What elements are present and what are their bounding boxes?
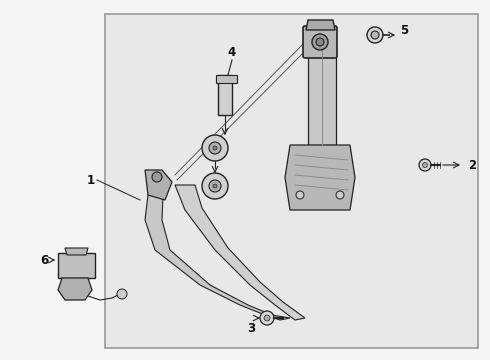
- Polygon shape: [145, 170, 172, 200]
- Text: 2: 2: [468, 158, 476, 171]
- FancyBboxPatch shape: [303, 26, 337, 58]
- Circle shape: [209, 142, 221, 154]
- Circle shape: [419, 159, 431, 171]
- Circle shape: [367, 27, 383, 43]
- Circle shape: [264, 315, 270, 321]
- Circle shape: [213, 146, 217, 150]
- Circle shape: [260, 311, 274, 325]
- Polygon shape: [145, 195, 290, 320]
- Polygon shape: [65, 248, 88, 255]
- Polygon shape: [216, 75, 237, 83]
- Bar: [105, 14, 478, 348]
- Text: 3: 3: [247, 321, 255, 334]
- Polygon shape: [58, 253, 95, 278]
- Circle shape: [316, 38, 324, 46]
- Circle shape: [202, 173, 228, 199]
- Text: 5: 5: [400, 23, 408, 36]
- Circle shape: [152, 172, 162, 182]
- Polygon shape: [175, 185, 305, 320]
- Circle shape: [371, 31, 379, 39]
- Text: 4: 4: [228, 45, 236, 59]
- Circle shape: [202, 135, 228, 161]
- Circle shape: [209, 180, 221, 192]
- Circle shape: [117, 289, 127, 299]
- Circle shape: [312, 34, 328, 50]
- Polygon shape: [308, 50, 336, 145]
- Text: 1: 1: [87, 174, 95, 186]
- Polygon shape: [285, 145, 355, 210]
- Circle shape: [422, 162, 427, 167]
- Circle shape: [296, 191, 304, 199]
- Polygon shape: [58, 278, 92, 300]
- Circle shape: [213, 184, 217, 188]
- Bar: [218, 75, 232, 115]
- Polygon shape: [306, 20, 335, 30]
- Text: 6: 6: [40, 253, 48, 266]
- Circle shape: [336, 191, 344, 199]
